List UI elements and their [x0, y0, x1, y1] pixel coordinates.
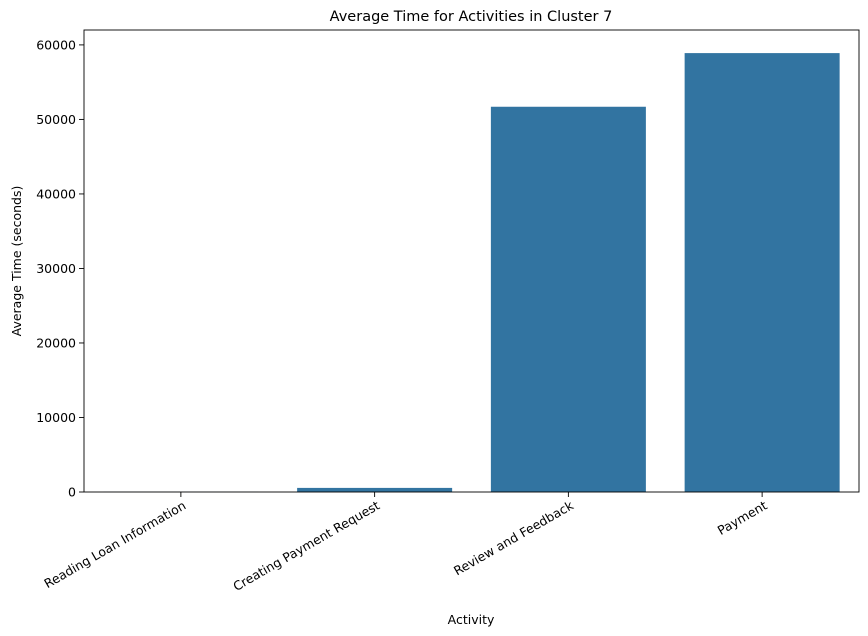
x-tick-label: Creating Payment Request	[230, 498, 382, 594]
y-tick-label: 0	[68, 485, 76, 500]
bar-payment	[684, 53, 840, 492]
y-axis: 0 10000 20000 30000 40000 50000 60000	[36, 37, 84, 500]
x-tick-label: Review and Feedback	[451, 497, 577, 578]
x-tick-label: Payment	[715, 498, 770, 538]
x-axis-label: Activity	[448, 612, 495, 627]
y-tick-label: 30000	[36, 261, 76, 276]
y-tick-label: 60000	[36, 37, 76, 52]
y-tick-label: 40000	[36, 186, 76, 201]
bars-layer	[103, 53, 840, 492]
x-axis: Reading Loan Information Creating Payment…	[41, 492, 770, 594]
y-tick-label: 20000	[36, 335, 76, 350]
x-tick-label: Reading Loan Information	[41, 498, 188, 592]
y-tick-label: 50000	[36, 112, 76, 127]
bar-creating-payment-request	[297, 487, 453, 492]
chart-title: Average Time for Activities in Cluster 7	[330, 9, 613, 25]
bar-review-and-feedback	[490, 106, 646, 492]
y-axis-label: Average Time (seconds)	[9, 186, 24, 337]
y-tick-label: 10000	[36, 410, 76, 425]
plot-frame	[83, 29, 860, 493]
